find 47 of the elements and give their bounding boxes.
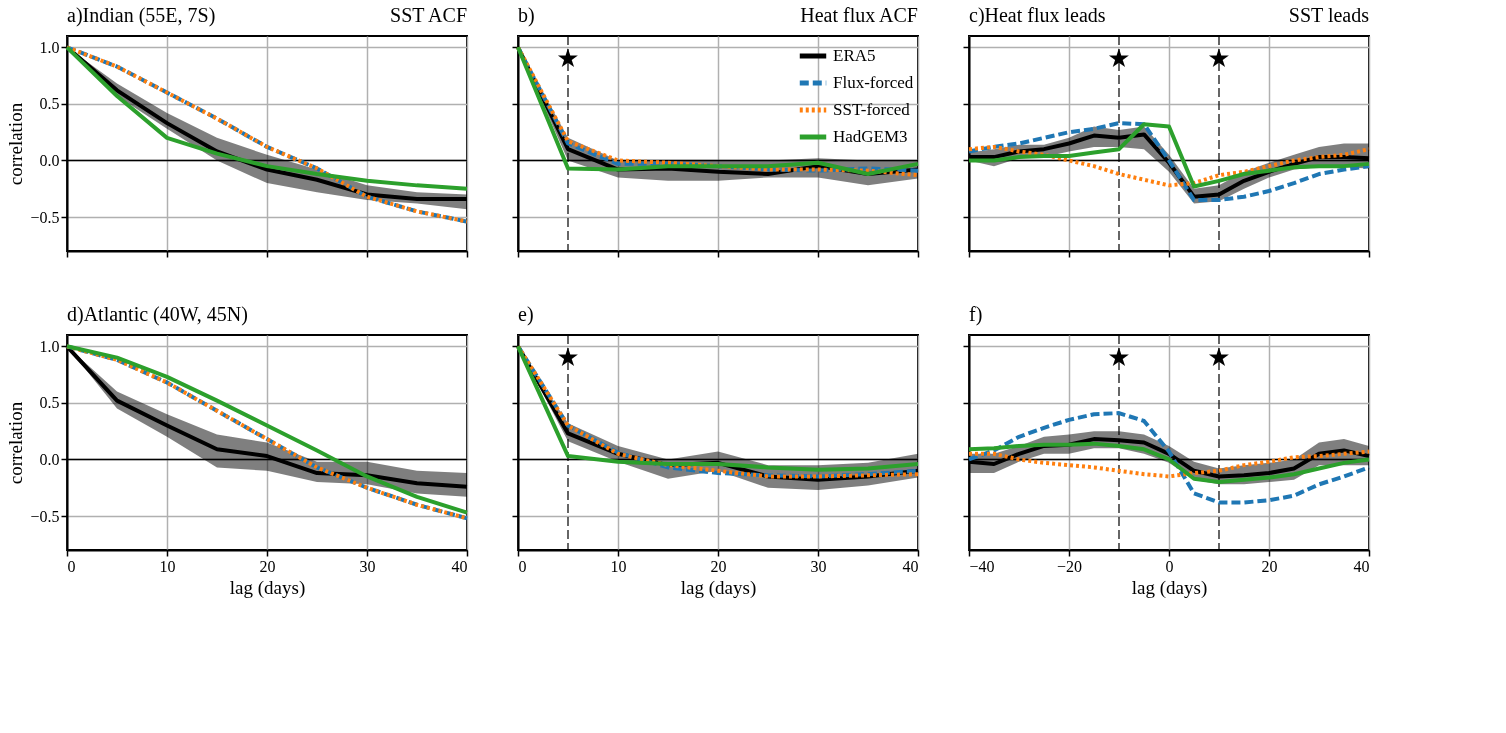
annotation: ★ [1107, 42, 1131, 73]
y-tick-label: 0.0 [39, 450, 60, 468]
legend-label: SST-forced [833, 100, 911, 119]
x-tick-label: 20 [1261, 557, 1278, 575]
x-tick-label: 30 [810, 557, 827, 575]
x-tick-label: 40 [902, 557, 919, 575]
y-tick-label: −0.5 [30, 507, 60, 525]
chart-subtitle: SST ACF [390, 4, 467, 26]
x-tick-label: 10 [159, 557, 176, 575]
x-tick-label: 0 [518, 557, 527, 575]
y-tick-label: −0.5 [30, 208, 60, 226]
x-tick-label: 0 [67, 557, 76, 575]
x-tick-label: 40 [451, 557, 468, 575]
chart-title: d)Atlantic (40W, 45N) [67, 303, 248, 326]
annotation: ★ [1207, 42, 1231, 73]
y-axis-title: correlation [5, 401, 27, 485]
chart-title: c)Heat flux leads [969, 4, 1106, 27]
y-tick-label: 0.0 [39, 151, 60, 169]
y-tick-label: 1.0 [39, 337, 60, 355]
y-axis-title: correlation [5, 102, 27, 186]
x-axis-title: lag (days) [229, 576, 306, 599]
legend-label: Flux-forced [833, 73, 914, 92]
annotation: ★ [1107, 341, 1131, 372]
chart-title: a)Indian (55E, 7S) [67, 4, 216, 27]
annotation: ★ [556, 42, 580, 73]
legend-label: ERA5 [833, 46, 876, 65]
x-tick-label: 30 [359, 557, 376, 575]
x-tick-label: 20 [259, 557, 276, 575]
legend-label: HadGEM3 [833, 127, 908, 146]
y-tick-label: 0.5 [39, 95, 60, 113]
x-tick-label: 0 [1165, 557, 1174, 575]
x-axis-title: lag (days) [680, 576, 757, 599]
annotation: ★ [556, 341, 580, 372]
y-tick-label: 1.0 [39, 38, 60, 56]
x-tick-label: 40 [1353, 557, 1370, 575]
x-tick-label: 10 [610, 557, 627, 575]
x-tick-label: 20 [710, 557, 727, 575]
annotation: ★ [1207, 341, 1231, 372]
chart-subtitle: SST leads [1288, 4, 1370, 26]
chart-title: f) [969, 303, 983, 326]
chart-subtitle: Heat flux ACF [800, 4, 918, 26]
chart-title: e) [518, 303, 534, 326]
x-axis-title: lag (days) [1131, 576, 1208, 599]
x-tick-label: −20 [1056, 557, 1083, 575]
chart-title: b) [518, 4, 535, 27]
x-tick-label: −40 [969, 557, 995, 575]
y-tick-label: 0.5 [39, 394, 60, 412]
